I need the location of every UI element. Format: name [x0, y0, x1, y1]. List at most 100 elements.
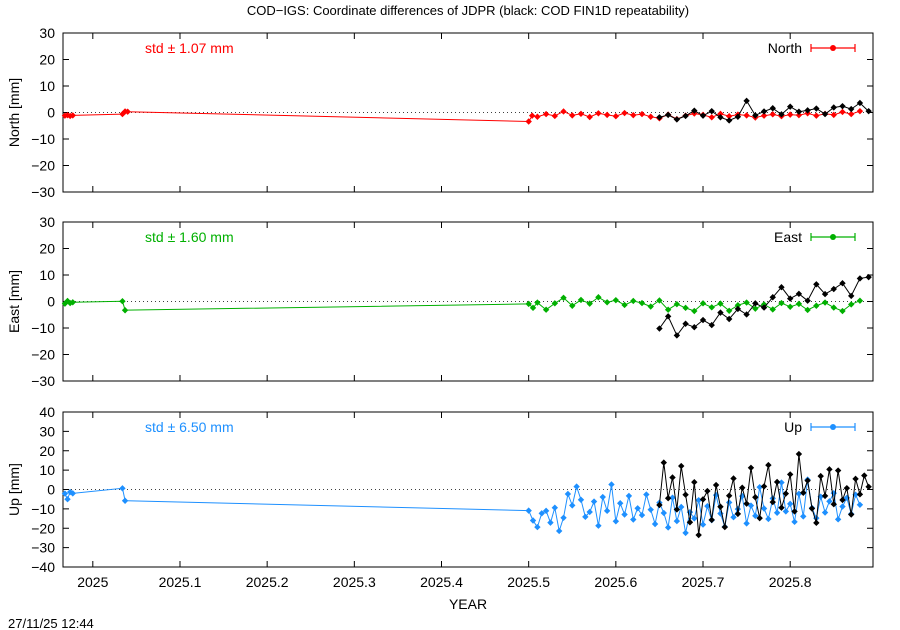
data-point [813, 112, 820, 119]
data-point [852, 491, 859, 498]
y-tick-label: 20 [39, 443, 55, 459]
data-point [691, 307, 698, 315]
data-point [839, 307, 846, 315]
data-point [747, 464, 755, 471]
data-point [708, 321, 715, 329]
y-tick-label: 40 [39, 404, 55, 420]
y-tick-label: −30 [31, 373, 55, 389]
data-point [691, 324, 698, 331]
data-point [673, 332, 681, 339]
data-point [664, 111, 672, 119]
data-point [551, 300, 559, 307]
data-point [743, 97, 750, 105]
data-point [603, 299, 611, 306]
data-point [795, 290, 803, 298]
data-point [528, 112, 536, 119]
y-tick-label: 10 [39, 78, 55, 94]
data-point [708, 304, 715, 311]
data-point [638, 299, 646, 307]
x-tick-label: 2025 [77, 574, 108, 590]
x-tick-label: 2025.7 [682, 574, 725, 590]
data-point [708, 516, 715, 524]
y-tick-label: 30 [39, 423, 55, 439]
y-axis-label: Up [mm] [6, 463, 22, 516]
y-tick-label: 0 [47, 482, 55, 498]
data-point [848, 292, 855, 300]
data-point [612, 113, 620, 120]
data-point [856, 275, 864, 282]
x-tick-label: 2025.5 [507, 574, 550, 590]
data-point [569, 502, 576, 509]
data-point [708, 107, 715, 115]
data-point [856, 99, 864, 107]
data-point [634, 505, 641, 512]
data-point [119, 485, 126, 492]
data-point [839, 496, 846, 504]
data-point [625, 492, 633, 500]
data-point [595, 522, 602, 529]
data-point [856, 501, 864, 509]
data-point [682, 112, 689, 120]
y-tick-label: −20 [31, 347, 55, 363]
data-point [848, 301, 855, 308]
data-point [804, 306, 811, 314]
data-point [839, 102, 846, 110]
data-point [608, 481, 615, 488]
data-point [699, 496, 707, 503]
data-point [695, 531, 702, 539]
data-point [673, 116, 681, 123]
data-point [678, 503, 685, 511]
y-tick-label: −10 [31, 501, 55, 517]
legend-label: North [768, 40, 802, 56]
data-point [617, 500, 624, 507]
data-point [795, 300, 803, 308]
data-point [647, 303, 654, 310]
legend-marker [830, 45, 836, 51]
data-point [826, 466, 833, 473]
data-point [778, 111, 785, 118]
data-point [64, 495, 71, 503]
data-point [119, 298, 126, 305]
data-point [525, 300, 532, 308]
data-point [752, 305, 759, 312]
data-point [725, 307, 733, 314]
data-point [782, 490, 790, 497]
data-point [547, 519, 554, 526]
data-point [852, 475, 859, 483]
data-point [621, 109, 628, 117]
x-tick-label: 2025.6 [594, 574, 637, 590]
legend-label: East [774, 229, 802, 245]
data-point [542, 110, 550, 118]
data-point [786, 295, 794, 302]
data-point [124, 108, 131, 115]
data-point [773, 509, 781, 516]
data-point [756, 483, 763, 491]
data-point [673, 300, 681, 308]
data-point [747, 502, 755, 509]
data-point [848, 105, 855, 113]
data-point [795, 450, 803, 458]
data-point [730, 475, 737, 482]
data-point [813, 281, 820, 288]
series-repeatability [656, 273, 872, 339]
data-point [769, 294, 776, 301]
data-point [560, 294, 567, 301]
data-point [651, 520, 659, 528]
panels: 30 20 10 0 −10 −20 −30 North [mm] std ± 1.07 mm N… [6, 25, 874, 590]
data-point [795, 490, 803, 497]
data-point [856, 297, 864, 304]
data-point [630, 516, 637, 523]
data-point [538, 510, 545, 517]
data-point [660, 509, 667, 517]
data-point [821, 492, 829, 500]
data-point [786, 471, 794, 478]
data-point [848, 110, 855, 118]
data-point [69, 299, 76, 306]
data-point [595, 294, 602, 301]
x-tick-label: 2025.4 [420, 574, 463, 590]
y-tick-label: −30 [31, 184, 55, 200]
data-point [682, 320, 689, 327]
data-point [717, 309, 724, 316]
data-point [64, 111, 71, 119]
y-tick-label: 30 [39, 25, 55, 41]
